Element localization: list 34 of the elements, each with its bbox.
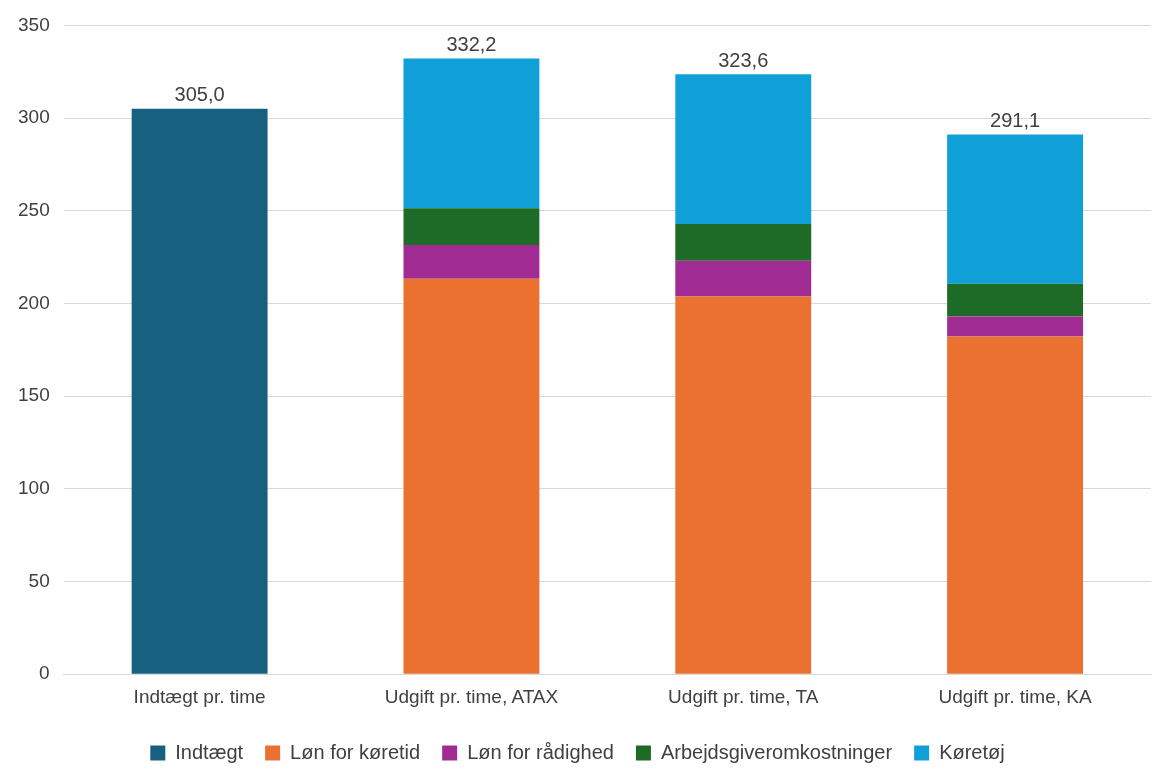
total-label: 323,6 (718, 48, 769, 71)
bar (675, 74, 812, 225)
y-tick-label: 350 (18, 13, 50, 35)
y-tick-label: 50 (28, 569, 50, 591)
y-tick-label: 0 (39, 662, 50, 684)
bar (947, 316, 1084, 337)
x-tick-label: Udgift pr. time, TA (668, 685, 819, 707)
legend-label: Løn for køretid (290, 740, 421, 763)
y-tick-label: 150 (18, 384, 50, 406)
x-tick-label: Indtægt pr. time (133, 685, 266, 707)
legend-label: Løn for rådighed (467, 740, 614, 763)
bar (131, 108, 268, 674)
y-tick-label: 200 (18, 291, 50, 313)
bar (675, 296, 812, 674)
x-tick-label: Udgift pr. time, KA (938, 685, 1092, 707)
bar (675, 224, 812, 261)
x-tick-label: Udgift pr. time, ATAX (384, 685, 559, 707)
y-tick-label: 250 (18, 199, 50, 221)
bar (403, 278, 540, 674)
bar (947, 283, 1084, 317)
bar (675, 260, 812, 297)
total-label: 332,2 (446, 32, 497, 55)
y-tick-label: 100 (18, 477, 50, 499)
legend-label: Indtægt (175, 740, 244, 763)
y-tick-label: 300 (18, 106, 50, 128)
bar (403, 245, 540, 279)
bar (403, 208, 540, 246)
legend-label: Arbejdsgiveromkostninger (660, 740, 893, 763)
legend-label: Køretøj (939, 740, 1005, 763)
total-label: 305,0 (174, 83, 225, 106)
total-label: 291,1 (990, 109, 1041, 132)
bar (403, 58, 540, 209)
bar (947, 134, 1084, 284)
bar (947, 336, 1084, 674)
